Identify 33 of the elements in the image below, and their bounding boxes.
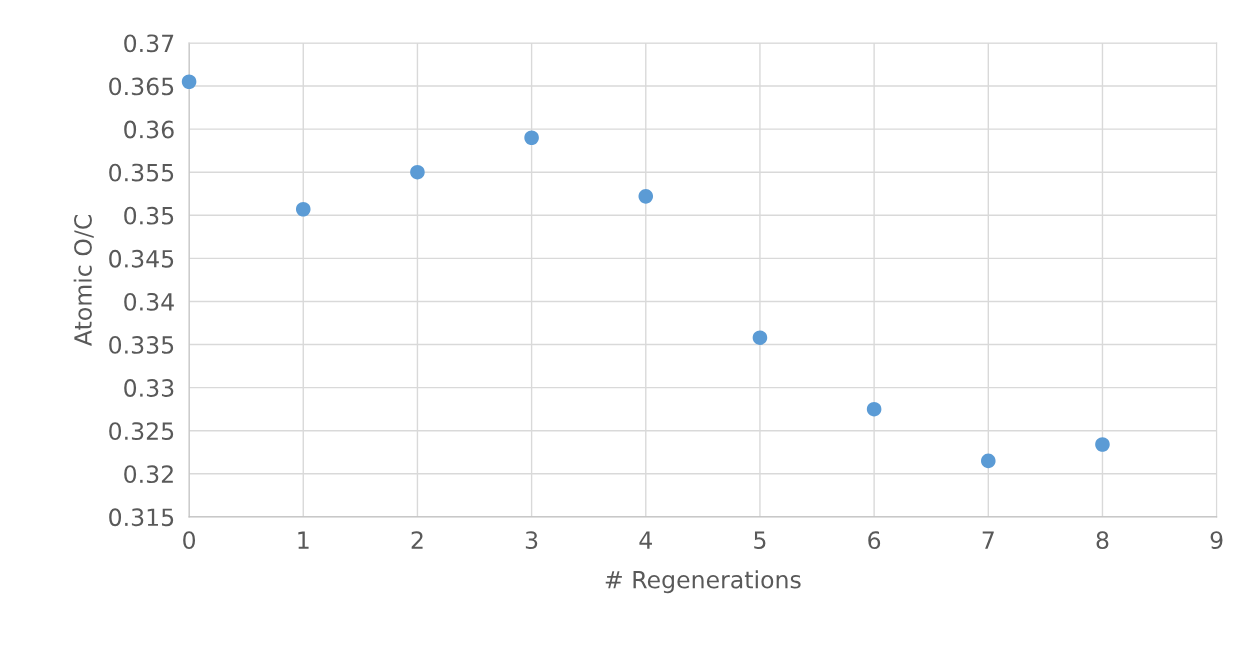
y-tick-label: 0.345 bbox=[109, 249, 174, 268]
y-axis-title: Atomic O/C bbox=[73, 214, 94, 346]
x-tick-label: 1 bbox=[298, 531, 309, 549]
y-tick-label: 0.355 bbox=[109, 163, 174, 182]
x-tick-label: 5 bbox=[754, 531, 766, 550]
y-tick-label: 0.325 bbox=[109, 422, 174, 441]
y-tick-label: 0.34 bbox=[124, 292, 174, 311]
x-tick-label: 9 bbox=[1210, 531, 1223, 550]
y-tick-label: 0.315 bbox=[109, 508, 174, 527]
point bbox=[295, 201, 311, 217]
x-tick-label: 2 bbox=[411, 531, 423, 549]
point bbox=[1095, 437, 1110, 452]
y-tick-label: 0.335 bbox=[109, 336, 174, 354]
y-tick-label: 0.37 bbox=[124, 34, 174, 53]
y-tick-label: 0.32 bbox=[124, 465, 173, 484]
point bbox=[981, 453, 996, 469]
x-tick-label: 8 bbox=[1096, 531, 1109, 550]
y-tick-label: 0.365 bbox=[109, 77, 174, 96]
x-tick-label: 3 bbox=[525, 531, 538, 550]
y-tick-label: 0.36 bbox=[124, 120, 174, 139]
y-tick-label: 0.35 bbox=[124, 206, 174, 225]
point bbox=[752, 330, 768, 345]
x-axis-title: # Regenerations bbox=[605, 570, 801, 594]
x-tick-label: 0 bbox=[183, 531, 196, 550]
x-tick-label: 4 bbox=[639, 531, 652, 549]
point bbox=[181, 74, 197, 90]
y-tick-label: 0.33 bbox=[124, 379, 174, 397]
point bbox=[638, 189, 654, 204]
x-tick-label: 6 bbox=[868, 531, 881, 550]
point bbox=[524, 130, 539, 146]
point bbox=[866, 401, 882, 417]
point bbox=[410, 164, 425, 180]
x-tick-label: 7 bbox=[982, 531, 994, 549]
